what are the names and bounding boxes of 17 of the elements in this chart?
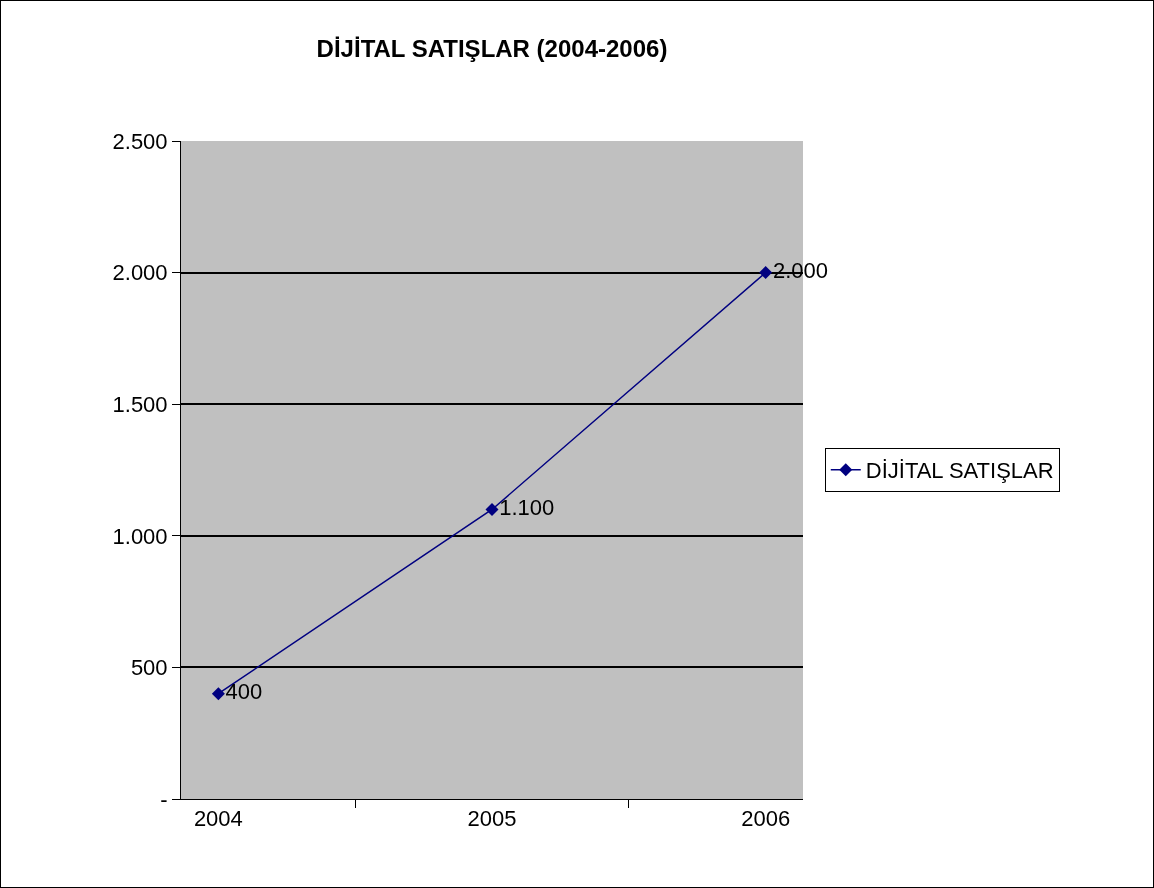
legend-label: DİJİTAL SATIŞLAR xyxy=(865,458,1054,484)
data-label: 1.100 xyxy=(499,494,555,520)
y-tick-label: 500 xyxy=(130,655,168,681)
y-tick-label: 2.000 xyxy=(112,260,168,286)
y-tick-label: 1.000 xyxy=(112,523,168,549)
y-tick-label: - xyxy=(160,786,168,812)
data-label: 400 xyxy=(225,679,263,705)
point xyxy=(759,266,773,280)
data-label: 2.000 xyxy=(772,258,828,284)
y-tick-label: 1.500 xyxy=(112,391,168,417)
chart-title: DİJİTAL SATIŞLAR (2004-2006) xyxy=(316,35,668,63)
x-tick-label: 2004 xyxy=(193,806,243,832)
point xyxy=(211,687,225,701)
x-tick-label: 2005 xyxy=(467,806,517,832)
x-tick-label: 2006 xyxy=(741,806,791,832)
y-tick-label: 2.500 xyxy=(112,128,168,154)
point xyxy=(485,502,499,516)
